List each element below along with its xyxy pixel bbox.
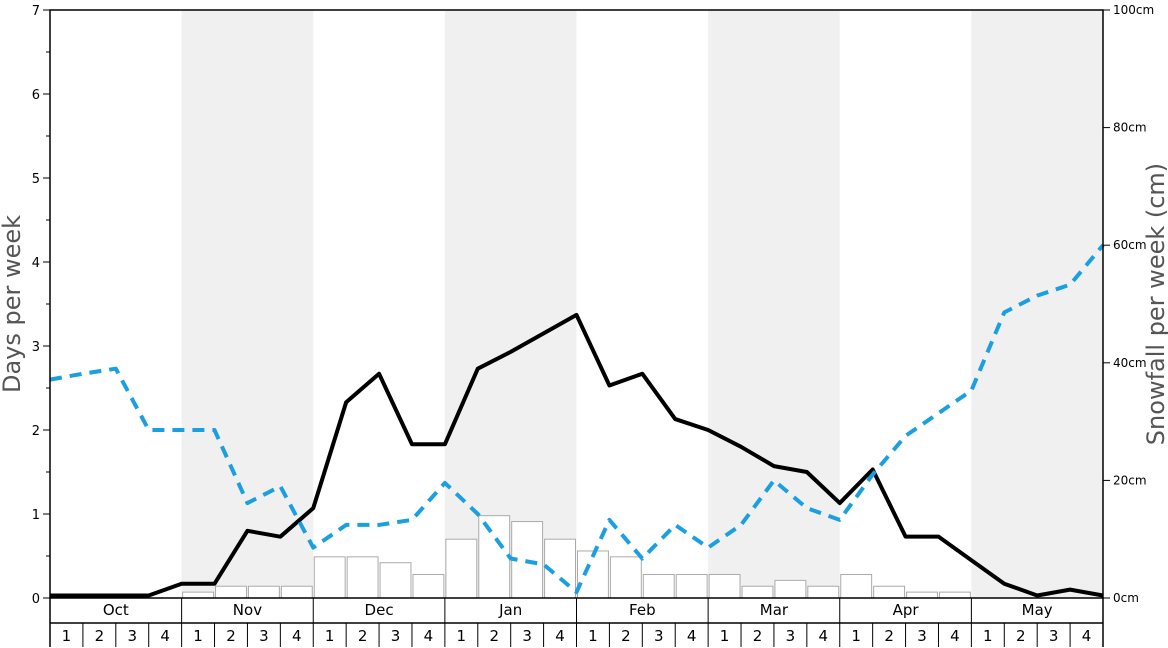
axis-ticks: 0 1 2 3 4 5 6 7 0cm 20cm 40cm 60cm 80cm 100cm	[32, 3, 1154, 607]
snowfall-bar	[478, 515, 511, 599]
left-tick-label: 5	[32, 172, 40, 187]
week-label: 3	[786, 627, 796, 645]
month-label-oct: Oct	[103, 601, 129, 619]
month-shade-mar	[708, 10, 840, 598]
week-label: 1	[983, 627, 993, 645]
snowfall-bar	[938, 591, 971, 599]
snowfall-bar	[445, 538, 478, 599]
week-label: 4	[819, 627, 829, 645]
left-tick-label: 1	[32, 508, 40, 523]
dashed-line-series	[49, 243, 1105, 595]
left-axis-title: Days per week	[0, 215, 26, 393]
snowfall-bar	[346, 556, 379, 599]
left-tick-label: 0	[32, 592, 40, 607]
week-label: 2	[621, 627, 631, 645]
week-label: 3	[127, 627, 137, 645]
week-label: 4	[160, 627, 170, 645]
right-tick-label: 20cm	[1113, 473, 1147, 487]
week-label: 1	[851, 627, 861, 645]
solid-line-series	[50, 312, 1104, 598]
snowfall-bar	[906, 591, 938, 599]
week-label: 2	[1016, 627, 1026, 645]
snowfall-bar	[313, 556, 346, 599]
week-label: 1	[720, 627, 730, 645]
week-label: 1	[193, 627, 203, 645]
month-week-axis: Oct 1 2 3 4 Nov 1 2 3 4 Dec 1 2 3 4 Jan 1 2 3 4 Feb 1 2 3 4 Mar 1 2…	[49, 598, 1104, 647]
week-label: 3	[917, 627, 927, 645]
week-label: 1	[62, 627, 72, 645]
right-tick-label: 60cm	[1113, 238, 1147, 252]
month-label-dec: Dec	[365, 601, 394, 619]
week-label: 2	[489, 627, 499, 645]
week-label: 4	[1082, 627, 1092, 645]
left-tick-label: 6	[32, 88, 40, 103]
snowfall-bar	[609, 556, 642, 599]
snowfall-bar	[379, 562, 412, 599]
right-tick-label: 40cm	[1113, 356, 1147, 370]
week-label: 1	[588, 627, 598, 645]
snowfall-bar	[642, 573, 675, 599]
month-shade-may	[971, 10, 1103, 598]
week-label: 4	[950, 627, 960, 645]
snowfall-bar	[577, 550, 609, 599]
month-label-apr: Apr	[893, 601, 920, 619]
snowfall-bar	[675, 573, 708, 599]
snowfall-bar	[215, 585, 247, 599]
month-label-mar: Mar	[760, 601, 789, 619]
snowfall-bar	[182, 591, 215, 599]
left-tick-label: 4	[32, 256, 40, 271]
week-label: 3	[259, 627, 269, 645]
snowfall-bar	[873, 585, 906, 599]
month-label-nov: Nov	[233, 601, 262, 619]
week-label: 2	[226, 627, 236, 645]
week-label: 4	[292, 627, 302, 645]
month-shade-nov	[181, 10, 314, 598]
week-label: 4	[687, 627, 697, 645]
month-shading	[181, 10, 1103, 598]
snowfall-bar	[247, 585, 280, 599]
snowfall-bar	[807, 585, 840, 599]
snowfall-bar	[774, 579, 807, 599]
week-label: 2	[884, 627, 894, 645]
snowfall-bar	[708, 573, 741, 599]
left-tick-label: 7	[32, 4, 40, 19]
month-label-may: May	[1022, 601, 1053, 619]
right-axis-title: Snowfall per week (cm)	[1142, 163, 1168, 445]
right-tick-label: 100cm	[1113, 3, 1154, 17]
week-label: 3	[1049, 627, 1059, 645]
week-label: 4	[555, 627, 565, 645]
data-lines	[49, 243, 1105, 598]
month-shade-jan	[444, 10, 577, 598]
week-label: 2	[358, 627, 368, 645]
left-tick-label: 2	[32, 424, 40, 439]
month-label-feb: Feb	[629, 601, 656, 619]
week-label: 2	[95, 627, 105, 645]
snowfall-bar	[840, 573, 873, 599]
week-label: 2	[753, 627, 763, 645]
week-label: 3	[391, 627, 401, 645]
snowfall-bar	[280, 585, 313, 599]
week-label: 3	[522, 627, 532, 645]
snowfall-bar	[741, 585, 774, 599]
month-label-jan: Jan	[498, 601, 522, 619]
week-label: 4	[424, 627, 434, 645]
left-tick-label: 3	[32, 340, 40, 355]
snowfall-bar	[412, 573, 445, 599]
right-tick-label: 0cm	[1113, 591, 1139, 605]
week-label: 1	[457, 627, 467, 645]
week-label: 3	[654, 627, 664, 645]
week-label: 1	[325, 627, 335, 645]
right-tick-label: 80cm	[1113, 121, 1147, 135]
snowfall-bars	[182, 515, 971, 599]
